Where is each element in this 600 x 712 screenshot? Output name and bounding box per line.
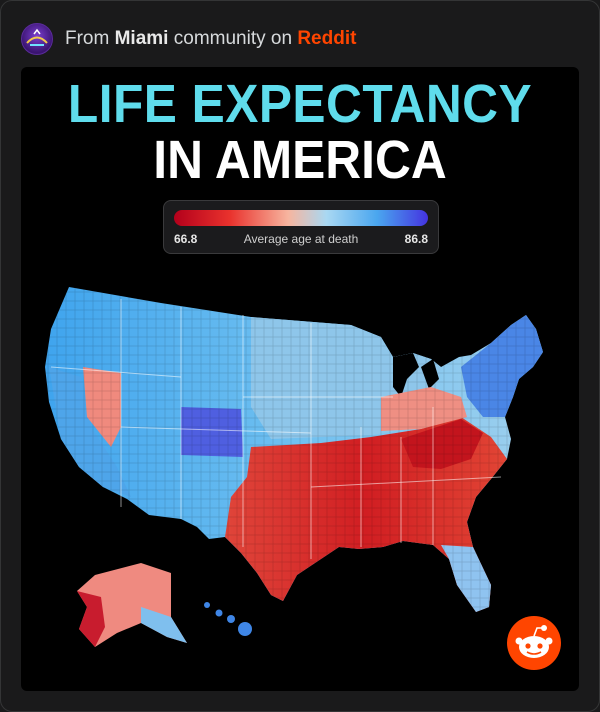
header-text: From Miami community on Reddit (65, 28, 356, 50)
county-grid (45, 287, 543, 612)
header-middle-text: community on (173, 28, 293, 49)
alaska-southeast-region (141, 607, 187, 643)
platform-link[interactable]: Reddit (297, 28, 357, 49)
legend-max-value: 86.8 (404, 232, 428, 246)
legend-min-value: 66.8 (174, 232, 198, 246)
infographic-title-line-2: IN AMERICA (153, 130, 447, 190)
reddit-snoo-icon (507, 616, 561, 670)
community-link[interactable]: Miami (114, 28, 169, 49)
hawaii-islands (204, 602, 252, 636)
alaska-west-region (77, 591, 105, 647)
legend-gradient-bar (174, 210, 428, 226)
us-life-expectancy-map (45, 287, 543, 647)
post-header: From Miami community on Reddit (21, 23, 356, 55)
from-prefix: From (65, 28, 110, 49)
legend-label: Average age at death (243, 232, 359, 246)
infographic-image: LIFE EXPECTANCY IN AMERICA 66.8 Average … (21, 67, 579, 691)
community-avatar-icon[interactable] (21, 23, 53, 55)
color-legend: 66.8 Average age at death 86.8 (163, 200, 439, 254)
infographic-title-line-1: LIFE EXPECTANCY (67, 74, 533, 134)
state-borders (50, 299, 502, 559)
